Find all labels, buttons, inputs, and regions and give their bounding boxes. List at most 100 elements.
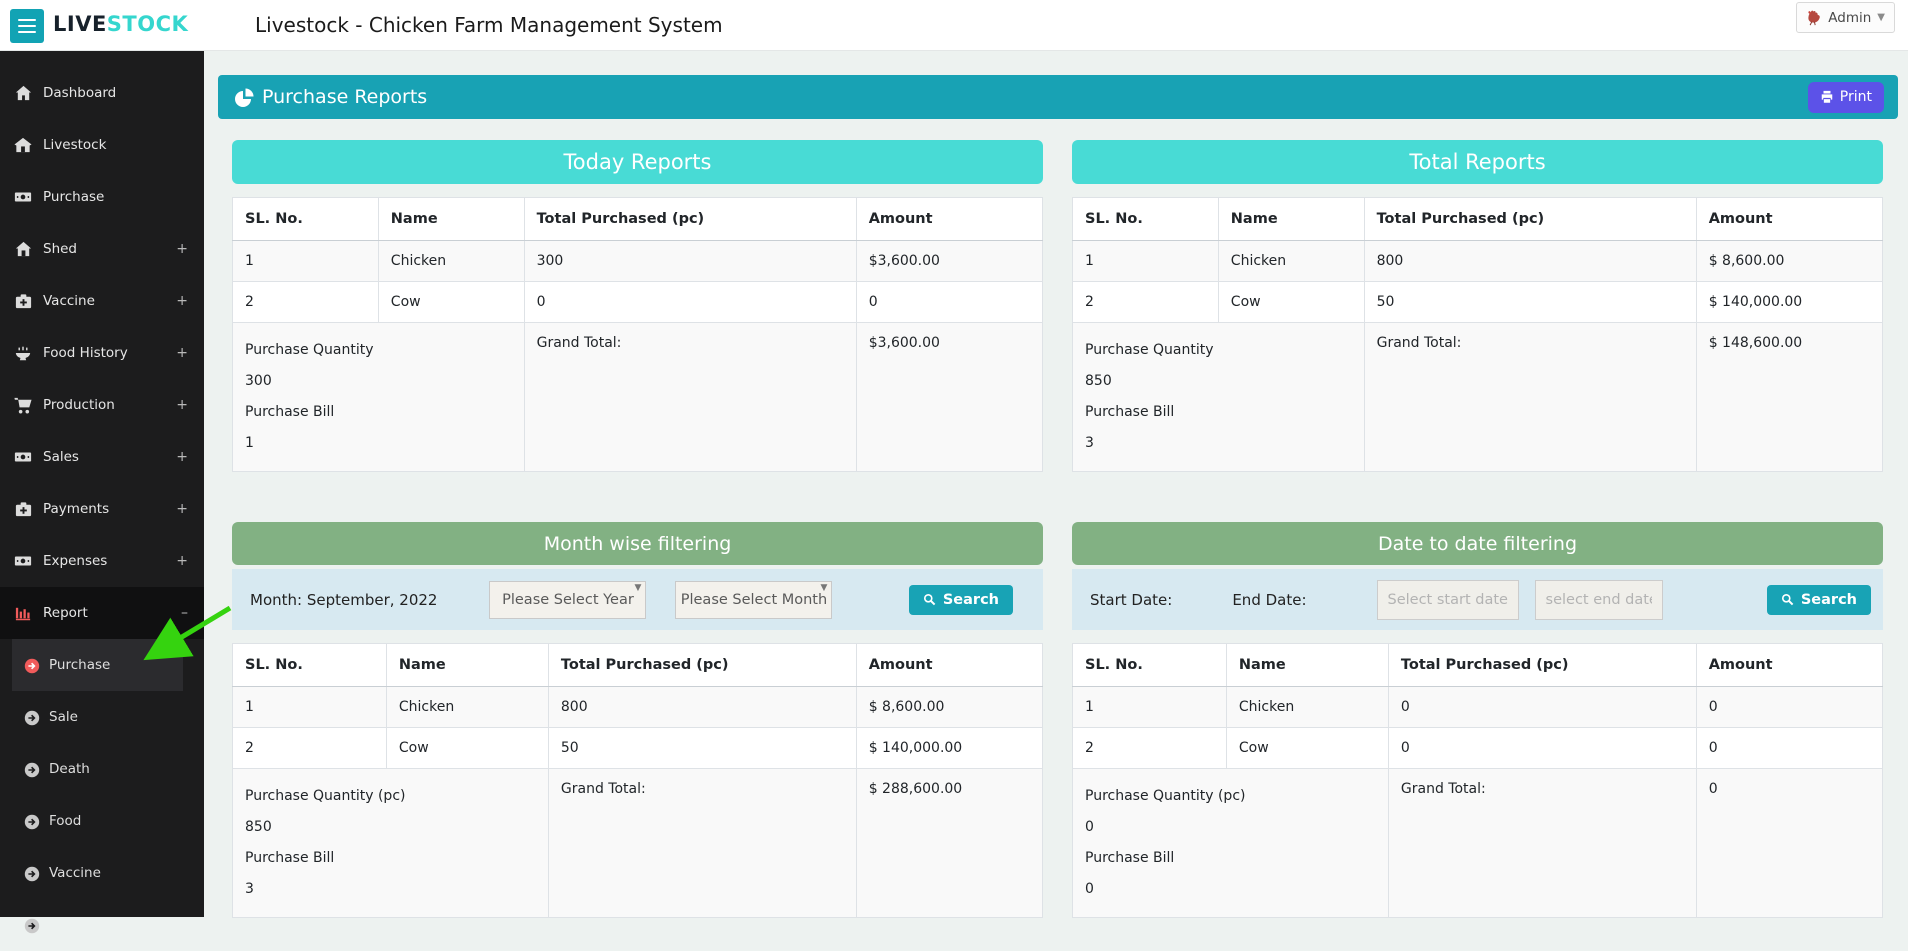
column-header: SL. No. xyxy=(232,643,387,687)
month-select[interactable]: Please Select Month ▼ xyxy=(675,580,833,619)
column-header: Amount xyxy=(1695,197,1884,241)
barn-icon xyxy=(13,135,33,155)
sidebar-subitem-death[interactable]: Death xyxy=(0,743,204,795)
logo-text-stock: STOCK xyxy=(106,12,189,36)
date-filter-table: SL. No. Name Total Purchased (pc) Amount… xyxy=(1072,643,1884,918)
sidebar-item-dashboard[interactable]: Dashboard xyxy=(0,67,204,119)
sidebar-subitem-partial[interactable] xyxy=(0,899,204,951)
app-logo: LIVESTOCK xyxy=(53,12,188,36)
search-icon xyxy=(1781,593,1794,606)
search-icon xyxy=(923,593,936,606)
end-date-label: End Date: xyxy=(1232,590,1307,609)
column-header: Amount xyxy=(855,197,1044,241)
table-row: 2 Cow 50 $ 140,000.00 xyxy=(232,727,1044,769)
month-label: Month: September, 2022 xyxy=(250,590,438,609)
food-bowl-icon xyxy=(13,343,33,363)
sidebar-item-vaccine[interactable]: Vaccine + xyxy=(0,275,204,327)
month-filter-table: SL. No. Name Total Purchased (pc) Amount… xyxy=(232,643,1044,918)
money-icon xyxy=(13,447,33,467)
sidebar-item-payments[interactable]: Payments + xyxy=(0,483,204,535)
table-row: 1 Chicken 800 $ 8,600.00 xyxy=(1072,240,1884,282)
table-footer-row: Purchase Quantity 850 Purchase Bill 3 Gr… xyxy=(1072,322,1884,472)
month-filter-band: Month: September, 2022 Please Select Yea… xyxy=(232,569,1043,630)
sidebar-item-sales[interactable]: Sales + xyxy=(0,431,204,483)
cart-icon xyxy=(13,395,33,415)
home-icon xyxy=(13,83,33,103)
column-header: SL. No. xyxy=(1072,643,1227,687)
print-button[interactable]: Print xyxy=(1807,81,1884,113)
column-header: Name xyxy=(1225,643,1389,687)
circle-arrow-icon xyxy=(24,866,40,881)
circle-arrow-icon xyxy=(24,710,40,725)
month-search-button[interactable]: Search xyxy=(908,584,1013,615)
total-reports-table: SL. No. Name Total Purchased (pc) Amount… xyxy=(1072,197,1884,472)
sidebar-item-food-history[interactable]: Food History + xyxy=(0,327,204,379)
circle-arrow-icon xyxy=(24,658,40,673)
admin-label: Admin xyxy=(1828,9,1872,26)
today-reports-title: Today Reports xyxy=(232,140,1043,184)
table-row: 2 Cow 0 0 xyxy=(1072,727,1884,769)
year-select[interactable]: Please Select Year ▼ xyxy=(489,580,647,619)
briefcase-plus-icon xyxy=(13,499,33,519)
column-header: Name xyxy=(1217,197,1365,241)
menu-toggle-button[interactable] xyxy=(10,9,44,43)
table-footer-row: Purchase Quantity (pc) 0 Purchase Bill 0… xyxy=(1072,768,1884,918)
circle-arrow-icon xyxy=(24,918,40,933)
pie-chart-icon xyxy=(235,88,254,107)
home-icon xyxy=(13,239,33,259)
purchase-reports-title: Purchase Reports xyxy=(262,86,428,108)
column-header: Total Purchased (pc) xyxy=(523,197,857,241)
column-header: Total Purchased (pc) xyxy=(547,643,857,687)
sidebar-subitem-purchase[interactable]: Purchase xyxy=(12,639,183,691)
chevron-down-icon: ▼ xyxy=(1877,12,1885,23)
main-content: Purchase Reports Print Today Reports SL.… xyxy=(204,51,1908,918)
today-reports-table: SL. No. Name Total Purchased (pc) Amount… xyxy=(232,197,1044,472)
table-row: 2 Cow 0 0 xyxy=(232,281,1044,323)
table-row: 2 Cow 50 $ 140,000.00 xyxy=(1072,281,1884,323)
money-icon xyxy=(13,187,33,207)
end-date-input[interactable] xyxy=(1534,579,1663,620)
total-reports-title: Total Reports xyxy=(1072,140,1883,184)
sidebar-item-purchase[interactable]: Purchase xyxy=(0,171,204,223)
bar-chart-icon xyxy=(13,603,33,623)
top-header-bar: LIVESTOCK Livestock - Chicken Farm Manag… xyxy=(0,0,1908,51)
column-header: Name xyxy=(385,643,549,687)
chevron-down-icon: ▼ xyxy=(634,582,642,593)
sidebar-subitem-food[interactable]: Food xyxy=(0,795,204,847)
column-header: Total Purchased (pc) xyxy=(1387,643,1697,687)
start-date-label: Start Date: xyxy=(1090,590,1173,609)
page-title: Livestock - Chicken Farm Management Syst… xyxy=(255,13,723,37)
column-header: SL. No. xyxy=(1072,197,1219,241)
month-filter-panel: Month wise filtering Month: September, 2… xyxy=(232,522,1044,918)
money-icon xyxy=(13,551,33,571)
column-header: SL. No. xyxy=(232,197,379,241)
sidebar-item-livestock[interactable]: Livestock xyxy=(0,119,204,171)
date-search-button[interactable]: Search xyxy=(1766,584,1871,615)
logo-text-live: LIVE xyxy=(53,12,107,36)
column-header: Amount xyxy=(855,643,1044,687)
column-header: Name xyxy=(377,197,525,241)
start-date-input[interactable] xyxy=(1376,579,1519,620)
table-row: 1 Chicken 0 0 xyxy=(1072,686,1884,728)
sidebar-item-shed[interactable]: Shed + xyxy=(0,223,204,275)
purchase-reports-header-bar: Purchase Reports Print xyxy=(218,75,1898,119)
total-reports-panel: Total Reports SL. No. Name Total Purchas… xyxy=(1072,140,1884,472)
sidebar-subitem-vaccine[interactable]: Vaccine xyxy=(0,847,204,899)
chevron-down-icon: ▼ xyxy=(820,582,828,593)
date-filter-panel: Date to date filtering Start Date: End D… xyxy=(1072,522,1884,918)
circle-arrow-icon xyxy=(24,814,40,829)
table-row: 1 Chicken 300 $3,600.00 xyxy=(232,240,1044,282)
sidebar-subitem-sale[interactable]: Sale xyxy=(0,691,204,743)
column-header: Total Purchased (pc) xyxy=(1363,197,1697,241)
table-footer-row: Purchase Quantity (pc) 850 Purchase Bill… xyxy=(232,768,1044,918)
sidebar-item-expenses[interactable]: Expenses + xyxy=(0,535,204,587)
date-filter-band: Start Date: End Date: Search xyxy=(1072,569,1883,630)
sidebar-item-production[interactable]: Production + xyxy=(0,379,204,431)
table-footer-row: Purchase Quantity 300 Purchase Bill 1 Gr… xyxy=(232,322,1044,472)
rooster-icon xyxy=(1808,10,1821,26)
sidebar-item-report[interactable]: Report – xyxy=(0,587,204,639)
circle-arrow-icon xyxy=(24,762,40,777)
medical-kit-icon xyxy=(13,291,33,311)
month-filter-title: Month wise filtering xyxy=(232,522,1043,565)
admin-dropdown[interactable]: Admin ▼ xyxy=(1796,2,1895,33)
